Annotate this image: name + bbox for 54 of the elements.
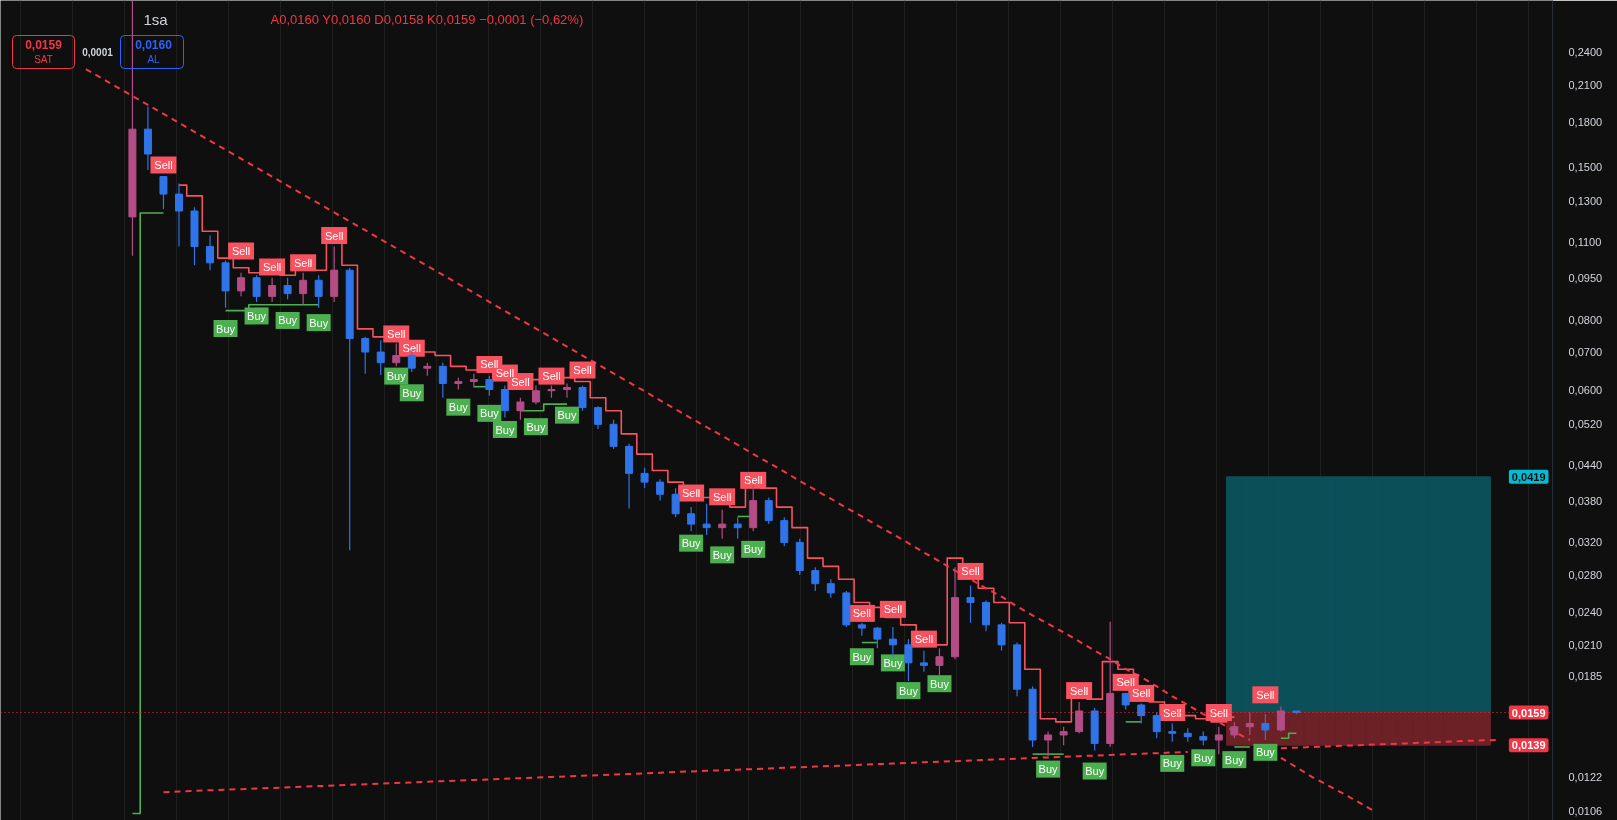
annotation: AL [147, 54, 161, 65]
data-label: Buy [1038, 763, 1059, 776]
annotation: 0,0419 [1511, 470, 1546, 483]
data-label: Buy [898, 684, 919, 697]
data-label: Buy [495, 423, 515, 436]
data-label: Buy [1255, 746, 1276, 759]
data-label: Buy [681, 537, 702, 550]
y-tick-label: 0,0600 [1568, 383, 1603, 396]
y-tick-label: 0,0700 [1568, 346, 1603, 359]
data-label: Buy [557, 409, 577, 422]
y-tick-label: 0,0800 [1568, 313, 1603, 326]
y-tick-label: 0,0122 [1568, 770, 1603, 783]
annotation: 0,0159 [25, 38, 63, 52]
y-tick-label: 0,1500 [1568, 160, 1603, 173]
data-label: Buy [479, 407, 500, 420]
data-label: Buy [1162, 757, 1183, 770]
y-tick-label: 0,0950 [1568, 271, 1603, 284]
y-tick-label: 0,1100 [1568, 236, 1602, 249]
data-label: Buy [852, 650, 872, 663]
data-label: Buy [883, 656, 903, 669]
y-tick-label: 0,0106 [1568, 805, 1603, 818]
annotation: 0,0139 [1511, 739, 1546, 752]
text: A0,0160 Y0,0160 D0,0158 K0,0159 −0,0001 (−0,62%) [270, 12, 584, 27]
data-label: Buy [448, 401, 469, 414]
y-tick-label: 0,2400 [1568, 46, 1603, 59]
data-label: Buy [402, 386, 422, 399]
y-tick-label: 0,0520 [1568, 418, 1603, 431]
y-tick-label: 0,0210 [1568, 638, 1603, 651]
y-tick-label: 0,1800 [1568, 116, 1603, 129]
y-tick-label: 0,0185 [1568, 669, 1603, 682]
text: 1sa [143, 11, 169, 28]
y-tick-label: 0,0380 [1568, 494, 1603, 507]
data-label: Buy [309, 316, 329, 329]
data-label: Buy [216, 322, 236, 335]
data-label: Buy [1193, 751, 1214, 764]
annotation: 0,0160 [135, 38, 173, 52]
annotation: SAT [34, 54, 53, 65]
data-label: Buy [278, 314, 298, 327]
y-tick-label: 0,0280 [1568, 568, 1603, 581]
data-label: Buy [1085, 765, 1105, 778]
data-label: Buy [247, 309, 267, 322]
data-label: Buy [743, 543, 764, 556]
y-tick-label: 0,2100 [1568, 78, 1603, 91]
data-label: Buy [386, 370, 407, 383]
data-label: Buy [526, 420, 546, 433]
data-label: Buy [1224, 753, 1245, 766]
data-label: Buy [712, 548, 733, 561]
data-label: Buy [929, 677, 950, 690]
y-tick-label: 0,0320 [1568, 536, 1603, 549]
annotation: 0,0001 [82, 46, 114, 58]
ref-line-label: 0,0159 [1511, 706, 1546, 719]
y-tick-label: 0,0440 [1568, 458, 1603, 471]
y-tick-label: 0,0240 [1568, 606, 1603, 619]
y-tick-label: 0,1300 [1568, 195, 1603, 208]
